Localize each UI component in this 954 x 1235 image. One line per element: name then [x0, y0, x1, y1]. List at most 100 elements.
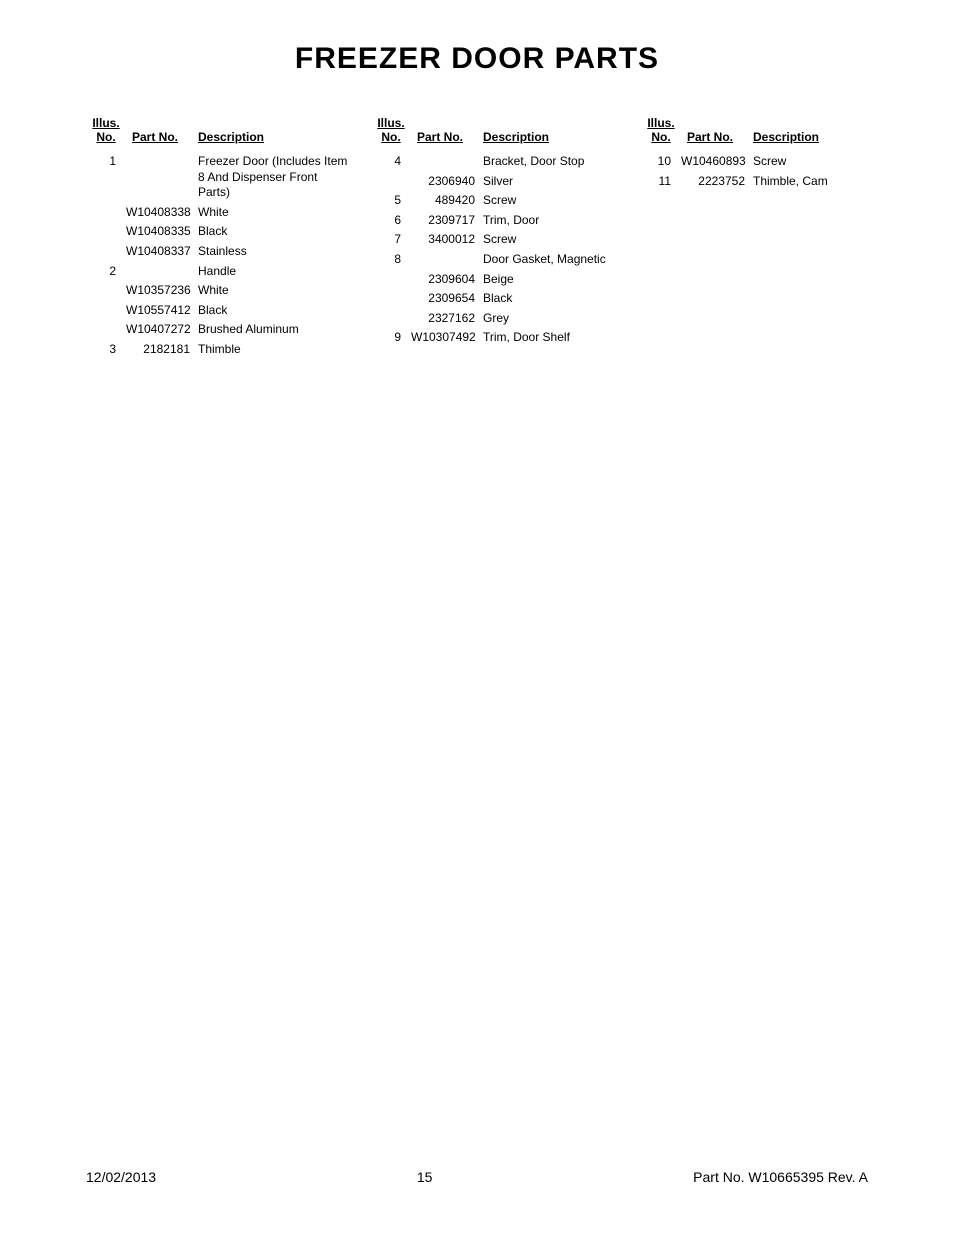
- header-partno: Part No.: [681, 130, 749, 144]
- column-body: 4Bracket, Door Stop2306940Silver5489420S…: [371, 154, 621, 346]
- cell-partno: 3400012: [411, 232, 479, 248]
- table-row: W10407272Brushed Aluminum: [86, 322, 351, 338]
- table-row: 62309717Trim, Door: [371, 213, 621, 229]
- cell-description: Brushed Aluminum: [194, 322, 351, 338]
- cell-description: Trim, Door Shelf: [479, 330, 621, 346]
- header-illus-line2: No.: [86, 130, 126, 144]
- cell-partno: 2309717: [411, 213, 479, 229]
- header-illus-line1: Illus.: [641, 116, 681, 130]
- table-row: 10W10460893Screw: [641, 154, 881, 170]
- table-row: 2 Handle: [86, 264, 351, 280]
- cell-description: Black: [479, 291, 621, 307]
- table-row: 1 Freezer Door (Includes Item 8 And Dispe…: [86, 154, 351, 201]
- header-partno: Part No.: [126, 130, 194, 144]
- cell-illus: 11: [641, 174, 681, 190]
- table-row: 2306940Silver: [371, 174, 621, 190]
- table-row: W10408338White: [86, 205, 351, 221]
- column-body: 10W10460893Screw 112223752Thimble, Cam: [641, 154, 881, 189]
- cell-partno: W10557412: [126, 303, 194, 319]
- column-header: Illus. No. Part No. Description: [371, 116, 621, 144]
- table-row: 112223752Thimble, Cam: [641, 174, 881, 190]
- cell-description: Freezer Door (Includes Item 8 And Dispen…: [194, 154, 351, 201]
- page-title: FREEZER DOOR PARTS: [0, 0, 954, 116]
- column-body: 1 Freezer Door (Includes Item 8 And Dispe…: [86, 154, 351, 358]
- cell-description: Thimble, Cam: [749, 174, 881, 190]
- cell-description: Screw: [749, 154, 881, 170]
- cell-description: Silver: [479, 174, 621, 190]
- header-illus-line2: No.: [641, 130, 681, 144]
- column-1: Illus. No. Part No. Description 1 Freezer…: [86, 116, 351, 362]
- cell-description: Beige: [479, 272, 621, 288]
- table-row: 8 Door Gasket, Magnetic: [371, 252, 621, 268]
- parts-columns: Illus. No. Part No. Description 1 Freezer…: [0, 116, 954, 362]
- table-row: W10557412Black: [86, 303, 351, 319]
- header-illus-line1: Illus.: [86, 116, 126, 130]
- cell-description: Trim, Door: [479, 213, 621, 229]
- cell-partno: W10408337: [126, 244, 194, 260]
- cell-description: Door Gasket, Magnetic: [479, 252, 621, 268]
- table-row: 32182181Thimble: [86, 342, 351, 358]
- cell-description: Bracket, Door Stop: [479, 154, 621, 170]
- cell-description: Black: [194, 303, 351, 319]
- cell-partno: 2309604: [411, 272, 479, 288]
- table-row: 2309654Black: [371, 291, 621, 307]
- cell-partno: W10357236: [126, 283, 194, 299]
- cell-illus: 10: [641, 154, 681, 170]
- table-row: 5489420Screw: [371, 193, 621, 209]
- header-desc: Description: [749, 130, 881, 144]
- header-illus-line1: Illus.: [371, 116, 411, 130]
- cell-description: Handle: [194, 264, 351, 280]
- header-desc: Description: [479, 130, 621, 144]
- cell-partno: W10460893: [681, 154, 749, 170]
- cell-description: Screw: [479, 232, 621, 248]
- cell-description: Screw: [479, 193, 621, 209]
- column-header: Illus. No. Part No. Description: [641, 116, 881, 144]
- cell-partno: 2327162: [411, 311, 479, 327]
- cell-description: Black: [194, 224, 351, 240]
- column-2: Illus. No. Part No. Description 4 Bracket…: [371, 116, 621, 362]
- header-illus: Illus. No.: [371, 116, 411, 144]
- table-row: 9W10307492Trim, Door Shelf: [371, 330, 621, 346]
- footer-page: 15: [417, 1169, 433, 1185]
- cell-partno: 2306940: [411, 174, 479, 190]
- header-partno: Part No.: [411, 130, 479, 144]
- cell-partno: W10408338: [126, 205, 194, 221]
- cell-illus: 6: [371, 213, 411, 229]
- cell-illus: 7: [371, 232, 411, 248]
- table-row: 2309604Beige: [371, 272, 621, 288]
- cell-partno: 489420: [411, 193, 479, 209]
- column-header: Illus. No. Part No. Description: [86, 116, 351, 144]
- table-row: 73400012Screw: [371, 232, 621, 248]
- cell-illus: 4: [371, 154, 411, 170]
- cell-illus: 5: [371, 193, 411, 209]
- header-illus: Illus. No.: [86, 116, 126, 144]
- cell-description: White: [194, 205, 351, 221]
- cell-description: White: [194, 283, 351, 299]
- cell-illus: 9: [371, 330, 411, 346]
- column-3: Illus. No. Part No. Description 10W10460…: [641, 116, 881, 362]
- cell-description: Grey: [479, 311, 621, 327]
- cell-description: Thimble: [194, 342, 351, 358]
- cell-illus: 2: [86, 264, 126, 280]
- cell-illus: 1: [86, 154, 126, 170]
- table-row: 2327162Grey: [371, 311, 621, 327]
- page-footer: 12/02/2013 15 Part No. W10665395 Rev. A: [0, 1169, 954, 1185]
- cell-partno: W10407272: [126, 322, 194, 338]
- table-row: W10408337Stainless: [86, 244, 351, 260]
- footer-rev: Part No. W10665395 Rev. A: [693, 1169, 868, 1185]
- header-illus: Illus. No.: [641, 116, 681, 144]
- cell-illus: 3: [86, 342, 126, 358]
- cell-partno: 2309654: [411, 291, 479, 307]
- cell-partno: W10307492: [411, 330, 479, 346]
- table-row: 4 Bracket, Door Stop: [371, 154, 621, 170]
- cell-description: Stainless: [194, 244, 351, 260]
- cell-partno: W10408335: [126, 224, 194, 240]
- header-illus-line2: No.: [371, 130, 411, 144]
- table-row: W10357236White: [86, 283, 351, 299]
- cell-partno: 2223752: [681, 174, 749, 190]
- cell-illus: 8: [371, 252, 411, 268]
- table-row: W10408335Black: [86, 224, 351, 240]
- cell-partno: 2182181: [126, 342, 194, 358]
- footer-date: 12/02/2013: [86, 1169, 156, 1185]
- header-desc: Description: [194, 130, 351, 144]
